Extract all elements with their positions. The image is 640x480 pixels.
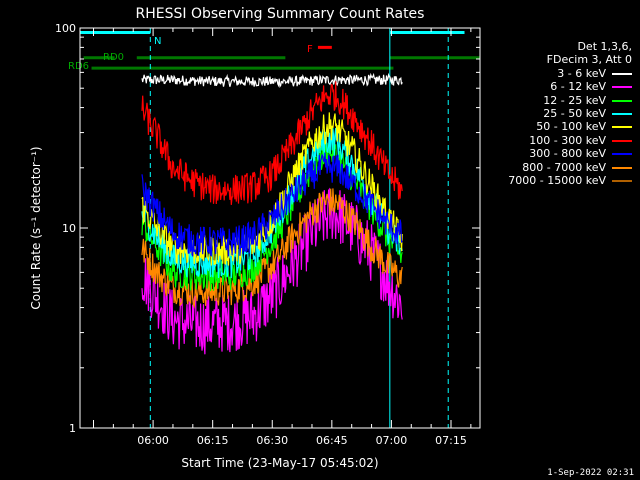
legend-entry-label: 12 - 25 keV — [543, 93, 606, 107]
legend-entry-label: 50 - 100 keV — [536, 120, 606, 134]
legend-entry-label: 300 - 800 keV — [529, 147, 606, 161]
legend-entry: 3 - 6 keV — [472, 67, 632, 80]
chart-title: RHESSI Observing Summary Count Rates — [136, 6, 425, 22]
series-line-3-6-kev — [141, 72, 403, 89]
legend-entry: 25 - 50 keV — [472, 107, 632, 120]
annotation-f-label: F — [307, 44, 313, 55]
footer-timestamp: 1-Sep-2022 02:31 — [547, 468, 634, 478]
series-line-50-100-kev — [141, 112, 403, 266]
x-tick-label: 06:15 — [197, 434, 229, 447]
legend-entry-label: 800 - 7000 keV — [522, 160, 606, 174]
x-tick-label: 06:00 — [137, 434, 169, 447]
y-axis-label: Count Rate (s⁻¹ detector⁻¹) — [29, 146, 43, 309]
legend-entry: 12 - 25 keV — [472, 94, 632, 107]
annotation-rd6-label: RD6 — [68, 61, 89, 72]
legend-entry-label: 7000 - 15000 keV — [508, 174, 606, 188]
legend-swatch — [612, 113, 632, 116]
legend-swatch — [612, 99, 632, 102]
x-axis-label: Start Time (23-May-17 05:45:02) — [181, 456, 378, 470]
legend-entry-label: 6 - 12 keV — [550, 80, 606, 94]
legend-swatch — [612, 86, 632, 89]
legend-entry: 100 - 300 keV — [472, 134, 632, 147]
x-tick-label: 07:00 — [376, 434, 408, 447]
legend-entry: 800 - 7000 keV — [472, 161, 632, 174]
y-tick-label: 1 — [69, 422, 76, 435]
legend-entry-label: 25 - 50 keV — [543, 107, 606, 121]
legend-entry: 6 - 12 keV — [472, 80, 632, 93]
legend-swatch — [612, 180, 632, 183]
legend-swatch — [612, 126, 632, 129]
y-tick-label: 100 — [55, 22, 76, 35]
legend-swatch — [612, 139, 632, 142]
legend-swatch — [612, 72, 632, 75]
legend-entry: 7000 - 15000 keV — [472, 174, 632, 187]
series-line-800-7000-kev — [141, 188, 403, 309]
x-tick-label: 06:45 — [316, 434, 348, 447]
y-tick-label: 10 — [62, 222, 76, 235]
legend-entry: 300 - 800 keV — [472, 147, 632, 160]
legend-header-line: Det 1,3,6, — [577, 40, 632, 53]
legend-entry: 50 - 100 keV — [472, 120, 632, 133]
legend-swatch — [612, 166, 632, 169]
series-line-100-300-kev — [141, 81, 403, 205]
annotation-n-label: N — [154, 36, 161, 47]
legend-swatch — [612, 153, 632, 156]
x-tick-label: 06:30 — [256, 434, 288, 447]
x-tick-label: 07:15 — [435, 434, 467, 447]
legend-header-line: FDecim 3, Att 0 — [546, 53, 632, 67]
annotation-rd0-label: RD0 — [103, 52, 124, 63]
legend: Det 1,3,6, FDecim 3, Att 0 3 - 6 keV 6 - 1… — [472, 40, 632, 187]
legend-entry-label: 100 - 300 keV — [529, 133, 606, 147]
series-line-300-800-kev — [141, 152, 403, 257]
legend-entry-label: 3 - 6 keV — [557, 66, 606, 80]
